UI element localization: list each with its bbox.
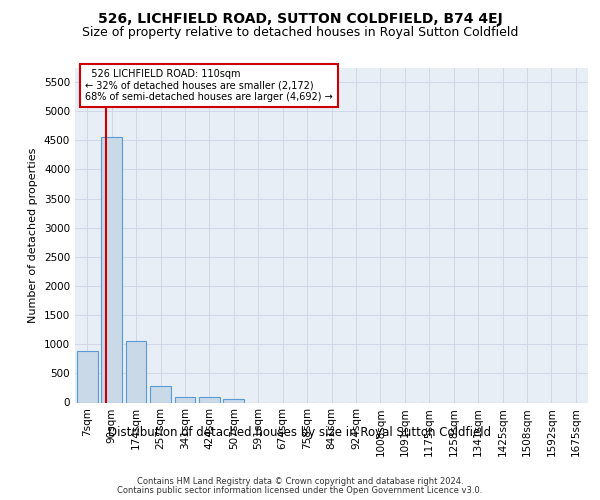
Y-axis label: Number of detached properties: Number of detached properties <box>28 148 38 322</box>
Bar <box>175 398 196 402</box>
Text: Size of property relative to detached houses in Royal Sutton Coldfield: Size of property relative to detached ho… <box>82 26 518 39</box>
Bar <box>125 340 146 402</box>
Text: Distribution of detached houses by size in Royal Sutton Coldfield: Distribution of detached houses by size … <box>109 426 491 439</box>
Bar <box>77 351 98 403</box>
Bar <box>150 386 171 402</box>
Bar <box>223 399 244 402</box>
Text: 526, LICHFIELD ROAD, SUTTON COLDFIELD, B74 4EJ: 526, LICHFIELD ROAD, SUTTON COLDFIELD, B… <box>98 12 502 26</box>
Text: Contains HM Land Registry data © Crown copyright and database right 2024.: Contains HM Land Registry data © Crown c… <box>137 477 463 486</box>
Bar <box>101 138 122 402</box>
Bar <box>199 398 220 402</box>
Text: 526 LICHFIELD ROAD: 110sqm
← 32% of detached houses are smaller (2,172)
68% of s: 526 LICHFIELD ROAD: 110sqm ← 32% of deta… <box>85 69 333 102</box>
Text: Contains public sector information licensed under the Open Government Licence v3: Contains public sector information licen… <box>118 486 482 495</box>
